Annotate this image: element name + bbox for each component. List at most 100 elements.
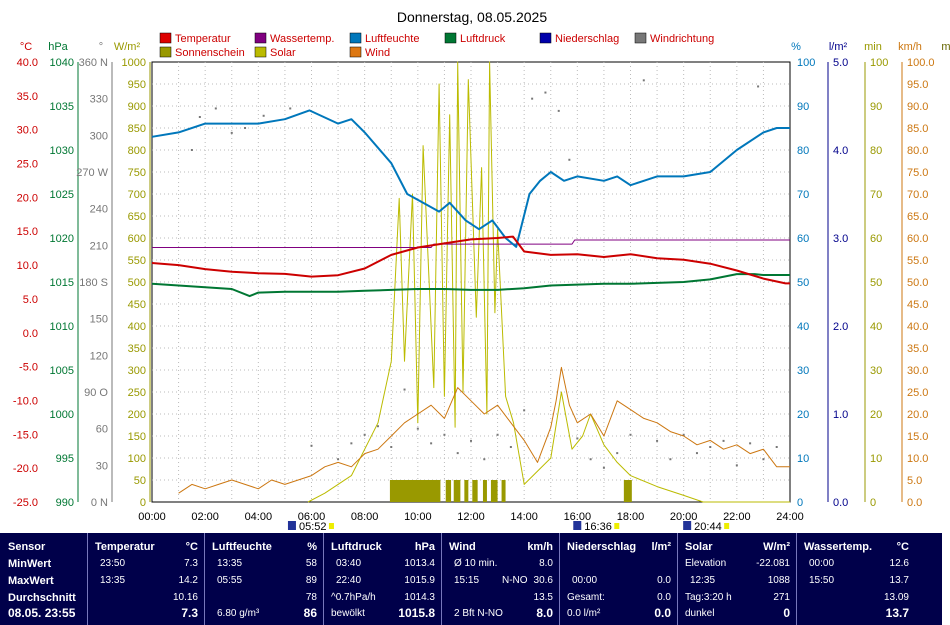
wind-direction-point (602, 466, 605, 469)
sunshine-tick-label: 20 (870, 409, 882, 421)
wassertemp-unit: °C (896, 541, 909, 553)
solar-noon-marker-icon (573, 521, 582, 530)
rain-last-time: 00:00 (572, 575, 598, 586)
sunshine-bar (453, 480, 461, 502)
legend-label: Luftdruck (460, 33, 506, 45)
pressure-axis-unit: hPa (48, 41, 68, 53)
weather-chart: Donnerstag, 08.05.2025 Temperatur Wassert… (13, 9, 950, 532)
rain-total: 0.0 (657, 592, 671, 603)
sensor-timestamp: 08.05. 23:55 (8, 606, 76, 620)
sunshine-tick-label: 80 (870, 145, 882, 157)
sunshine-tick-label: 60 (870, 233, 882, 245)
press-max-time: 22:40 (336, 575, 362, 586)
humidity-tick-label: 70 (797, 189, 809, 201)
wind-tick-label: 85.0 (907, 123, 928, 135)
wind-bft: 2 Bft N-NO (454, 608, 503, 619)
x-tick-label: 20:00 (670, 511, 698, 523)
x-tick-label: 04:00 (245, 511, 273, 523)
solar-tick-label: 250 (128, 387, 146, 399)
temp-tick-label: 25.0 (17, 159, 38, 171)
temp-max-time: 13:35 (100, 575, 126, 586)
humidity-axis-unit: % (791, 41, 801, 53)
solar-tick-label: 950 (128, 79, 146, 91)
legend-label: Sonnenschein (175, 47, 245, 59)
pressure-tick-label: 1035 (50, 101, 74, 113)
sunset-marker-sun-icon (724, 523, 730, 529)
x-tick-label: 10:00 (404, 511, 432, 523)
legend-label: Windrichtung (650, 33, 714, 45)
wind_dir-tick-label: 180 S (79, 277, 108, 289)
wind-direction-point (230, 131, 233, 134)
temp-tick-label: 20.0 (17, 192, 38, 204)
wind-unit: km/h (527, 541, 553, 553)
sunshine-tick-label: 70 (870, 189, 882, 201)
wind-gust-dir: N-NO (502, 575, 528, 586)
x-tick-label: 24:00 (776, 511, 804, 523)
wind-avg: 13.5 (533, 592, 553, 603)
solar-tick-label: 150 (128, 431, 146, 443)
wassertemp-header: Wassertemp. (804, 541, 873, 553)
wind-tick-label: 55.0 (907, 255, 928, 267)
water-min-time: 00:00 (809, 558, 835, 569)
wind-direction-point (470, 439, 472, 442)
wind-direction-point (350, 442, 353, 445)
legend-swatch (159, 46, 172, 58)
hum-avg: 78 (305, 592, 317, 603)
sunshine-tick-label: 100 (870, 57, 888, 69)
water-avg: 13.09 (883, 592, 909, 603)
sunshine-bar (482, 480, 487, 502)
wind-direction-point (616, 452, 619, 455)
wind-direction-point (416, 427, 419, 430)
wind-direction-point (749, 442, 752, 445)
humidity-tick-label: 30 (797, 365, 809, 377)
legend-swatch (349, 46, 362, 58)
wind_dir-tick-label: 210 (90, 240, 108, 252)
wind-tick-label: 90.0 (907, 101, 928, 113)
sunshine-tick-label: 50 (870, 277, 882, 289)
temp-tick-label: -25.0 (13, 497, 38, 509)
legend-swatch (634, 32, 647, 44)
rain-total-label: Gesamt: (567, 592, 605, 603)
temp-min: 7.3 (184, 558, 198, 569)
press-max: 1015.9 (404, 575, 435, 586)
wind-direction-point (682, 433, 685, 436)
x-tick-label: 12:00 (457, 511, 485, 523)
wind-tick-label: 15.0 (907, 431, 928, 443)
solar-tick-label: 650 (128, 211, 146, 223)
solar-tick-label: 400 (128, 321, 146, 333)
temperatur-unit: °C (185, 541, 198, 553)
x-tick-label: 06:00 (298, 511, 326, 523)
legend-swatch (444, 32, 457, 44)
solar-tick-label: 300 (128, 365, 146, 377)
temp-tick-label: 30.0 (17, 125, 38, 137)
legend-swatch (539, 32, 552, 44)
series-luftfeuchte-line (151, 109, 790, 248)
wind_dir-tick-label: 300 (90, 130, 108, 142)
wind-direction-point (244, 127, 247, 129)
solar-status: dunkel (685, 608, 715, 619)
wind-tick-label: 65.0 (907, 211, 928, 223)
wind-tick-label: 5.0 (907, 475, 922, 487)
wind-direction-point (198, 116, 201, 118)
legend-swatch (159, 32, 172, 44)
wind-direction-point (656, 439, 659, 442)
wind-direction-point (456, 452, 459, 455)
pressure-tick-label: 995 (56, 453, 74, 465)
hum-min: 58 (305, 558, 317, 569)
solar-tick-label: 550 (128, 255, 146, 267)
luftdruck-unit: hPa (414, 541, 435, 553)
wind_dir-tick-label: 30 (96, 460, 108, 472)
sunshine-bar (623, 480, 632, 502)
temp-tick-label: 35.0 (17, 91, 38, 103)
series-wassertemp-line (152, 239, 790, 248)
solar-tick-label: 200 (128, 409, 146, 421)
humidity-tick-label: 20 (797, 409, 809, 421)
series-wind-line (178, 366, 790, 494)
humidity-tick-label: 10 (797, 453, 809, 465)
row-label-max: MaxWert (8, 575, 54, 587)
wind-direction-point (722, 439, 725, 442)
wind-direction-point (523, 409, 526, 412)
wind-direction-point (775, 446, 778, 448)
x-tick-label: 08:00 (351, 511, 379, 523)
wind-direction-point (762, 458, 765, 461)
